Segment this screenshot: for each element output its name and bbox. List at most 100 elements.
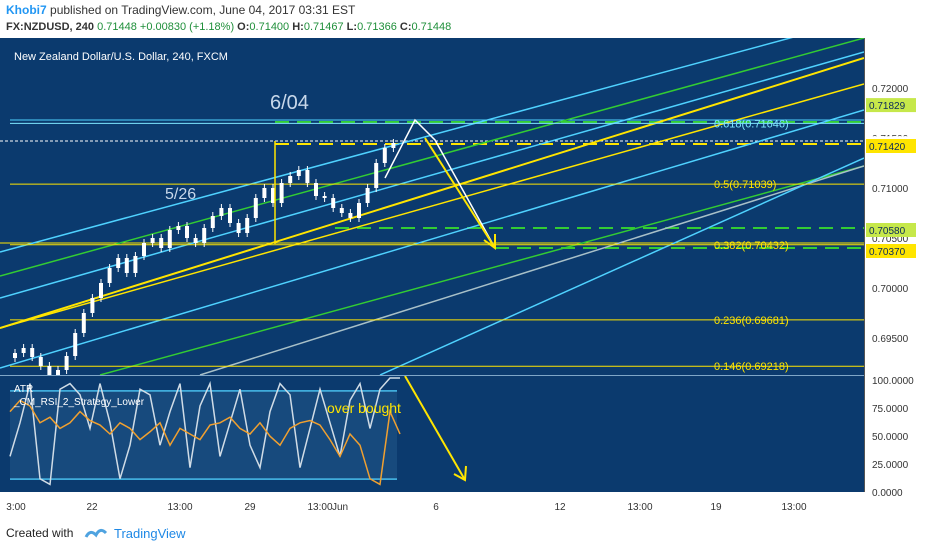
time-tick-label: 29 xyxy=(244,502,256,513)
candle-body xyxy=(219,208,224,216)
candle-body xyxy=(47,366,52,375)
candle-body xyxy=(193,238,198,243)
time-tick-label: 13:00 xyxy=(167,502,192,513)
candle-body xyxy=(133,256,138,273)
price-tick-label: 0.72000 xyxy=(872,84,909,95)
channel-line-0 xyxy=(0,38,794,253)
candle-body xyxy=(167,230,172,248)
atr-line xyxy=(9,399,401,486)
candle-body xyxy=(348,213,353,218)
indicator-tick-label: 75.0000 xyxy=(872,404,909,415)
price-tick-label: 0.70500 xyxy=(872,234,909,245)
time-axis-labels: 3:00 22 13:00 29 13:00 Jun 6 12 13:00 19 13:00 xyxy=(6,502,807,513)
quote-line: FX:NZDUSD, 240 0.71448 +0.00830 (+1.18%)… xyxy=(6,21,451,33)
candle-body xyxy=(21,348,26,353)
indicator-axis-labels: 100.0000 75.0000 50.0000 25.0000 0.0000 xyxy=(872,376,914,499)
fib-label-4: 0.146(0.69218) xyxy=(714,361,789,373)
symbol-label: FX:NZDUSD, 240 xyxy=(6,21,95,33)
open-value: 0.71400 xyxy=(249,21,290,33)
open-label: O: xyxy=(237,21,250,33)
projection-arrow-head xyxy=(483,234,496,250)
fib-label-3: 0.236(0.69681) xyxy=(714,315,789,327)
candle-body xyxy=(314,183,318,196)
candle-body xyxy=(124,258,129,273)
close-label: C: xyxy=(399,21,412,33)
candle-body xyxy=(13,353,17,358)
candle-body xyxy=(228,208,232,223)
candle-body xyxy=(116,258,121,268)
price-tick-label: 0.70000 xyxy=(872,284,909,295)
publish-line: Khobi7 published on TradingView.com, Jun… xyxy=(6,3,355,17)
price-chart[interactable]: 0.618(0.71646) 0.5(0.71039) 0.382(0.70432)… xyxy=(0,38,932,516)
channel-line-3 xyxy=(0,38,864,277)
footer: Created with TradingView xyxy=(0,516,932,550)
date-annotation-2: 5/26 xyxy=(165,186,196,203)
time-tick-label: 19 xyxy=(710,502,722,513)
price-change: +0.00830 (+1.18%) xyxy=(139,21,235,33)
channel-line-8 xyxy=(379,157,864,375)
fib-label-1: 0.5(0.71039) xyxy=(714,179,776,191)
candle-body xyxy=(296,170,301,176)
price-tag-label: 0.70580 xyxy=(869,226,906,237)
candle-body xyxy=(30,348,35,357)
candle-body xyxy=(339,208,344,213)
price-tag-box xyxy=(866,244,916,258)
candle-body xyxy=(271,188,275,203)
candle-body xyxy=(382,148,387,163)
candle-body xyxy=(107,268,112,283)
overbought-label: over bought xyxy=(327,400,401,416)
indicator-label-rsi: _CM_RSI_2_Strategy_Lower xyxy=(13,397,145,408)
candle-body xyxy=(176,226,181,230)
time-tick-label: Jun xyxy=(332,502,348,513)
channel-line-7 xyxy=(199,165,864,375)
low-label: L: xyxy=(346,21,358,33)
rsi-line xyxy=(9,377,400,486)
price-axis[interactable] xyxy=(864,38,932,516)
tradingview-brand-link[interactable]: TradingView xyxy=(114,526,186,541)
low-value: 0.71366 xyxy=(357,21,397,33)
time-tick-label: 6 xyxy=(433,502,439,513)
indicator-tick-label: 100.0000 xyxy=(872,376,914,387)
candle-body xyxy=(245,218,250,233)
high-label: H: xyxy=(292,21,304,33)
date-annotation: 6/04 xyxy=(270,92,309,114)
price-tag-box xyxy=(866,139,916,153)
time-axis[interactable] xyxy=(0,492,864,516)
time-tick-label: 13:00 xyxy=(627,502,652,513)
indicator-label-atr: ATR xyxy=(14,384,33,395)
candle-body xyxy=(210,216,215,228)
price-tick-label: 0.69500 xyxy=(872,334,909,345)
candlesticks xyxy=(13,139,396,375)
candle-body xyxy=(64,356,69,370)
candle-body xyxy=(159,238,164,248)
fib-label-2: 0.382(0.70432) xyxy=(714,240,789,252)
candle-body xyxy=(73,333,78,356)
candle-body xyxy=(56,370,60,375)
candle-body xyxy=(288,176,293,183)
last-price: 0.71448 xyxy=(97,21,137,33)
candle-body xyxy=(185,226,189,238)
fib-label-0: 0.618(0.71646) xyxy=(714,118,789,130)
close-value: 0.71448 xyxy=(411,21,452,33)
tradingview-logo-icon xyxy=(84,528,108,538)
price-tag-box xyxy=(866,223,916,237)
created-with-text: Created with xyxy=(6,526,74,540)
candle-body xyxy=(331,198,336,208)
candle-body xyxy=(142,243,146,256)
time-tick-label: 12 xyxy=(554,502,566,513)
time-tick-label: 13:00 xyxy=(307,502,332,513)
indicator-tick-label: 25.0000 xyxy=(872,460,909,471)
channel-line-2 xyxy=(0,109,864,369)
overbought-arrow-head xyxy=(453,465,467,482)
time-tick-label: 22 xyxy=(86,502,98,513)
candle-body xyxy=(150,238,155,243)
author-link[interactable]: Khobi7 xyxy=(6,3,47,17)
price-tick-label: 0.71000 xyxy=(872,184,909,195)
price-tag-label: 0.70370 xyxy=(869,247,906,258)
candle-body xyxy=(279,183,284,203)
candle-body xyxy=(236,223,241,233)
candle-body xyxy=(365,188,370,203)
candle-body xyxy=(357,203,361,218)
indicator-pane[interactable] xyxy=(0,376,864,492)
